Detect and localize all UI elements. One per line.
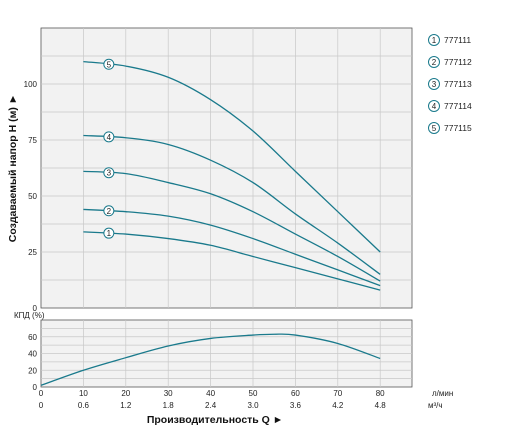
x-axis-title: Производительность Q ► [147,414,283,426]
efficiency-panel: 0 20 40 60 КПД (%) [14,311,413,392]
legend-label: 777114 [444,101,472,111]
x-tick-label-lpm: 40 [206,389,215,398]
legend-marker-number: 1 [432,36,437,45]
x-ticks-m3h: 0 0.6 1.2 1.8 2.4 3.0 3.6 4.2 4.8 [39,401,387,410]
efficiency-y-tick-label: 20 [28,366,37,375]
curve-marker-circle [103,131,115,143]
efficiency-y-ticks: 0 20 40 60 [28,333,37,392]
head-y-axis-title: Создаваемый напор H (м) ► [7,94,19,242]
head-curve-1 [83,231,381,291]
legend-marker-circle [428,34,440,46]
legend-label: 777112 [444,57,472,67]
legend-label: 777115 [444,123,472,133]
curve-marker-number: 1 [107,229,112,238]
curve-marker-circle [103,205,115,217]
x-tick-label-m3h: 0 [39,401,44,410]
head-y-tick-label: 75 [28,136,37,145]
x-tick-label-m3h: 2.4 [205,401,217,410]
x-ticks-lpm: 0 10 20 30 40 50 60 70 80 [39,389,385,398]
legend-marker-circle [428,78,440,90]
x-tick-label-lpm: 80 [376,389,385,398]
curve-marker-circle [103,227,115,239]
x-tick-label-lpm: 0 [39,389,44,398]
x-tick-label-m3h: 1.8 [163,401,175,410]
curve-marker-circle [103,167,115,179]
efficiency-y-tick-label: 0 [33,383,38,392]
legend-marker-number: 4 [432,102,437,111]
legend: 1 777111 2 777112 3 777113 4 777114 5 777115 [428,34,472,134]
legend-marker-circle [428,56,440,68]
legend-marker-circle [428,100,440,112]
x-tick-label-lpm: 20 [121,389,130,398]
curve-marker-number: 2 [107,207,112,216]
curve-marker-number: 3 [107,169,112,178]
efficiency-y-tick-label: 40 [28,350,37,359]
x-tick-label-lpm: 30 [164,389,173,398]
x-tick-label-lpm: 50 [249,389,258,398]
legend-marker-number: 3 [432,80,437,89]
head-y-ticks: 0 25 50 75 100 [24,80,38,313]
curve-marker-circle [103,58,115,70]
x-tick-label-lpm: 60 [291,389,300,398]
head-curve-2 [83,208,381,287]
curve-marker-number: 5 [107,60,112,69]
head-panel: 0 25 50 75 100 1 2 3 4 5 Создаваемый напор H (м)… [7,27,413,313]
x-tick-label-m3h: 3.0 [247,401,259,410]
legend-marker-number: 2 [432,58,437,67]
head-curves [83,60,381,291]
x-tick-label-m3h: 3.6 [290,401,302,410]
x-tick-label-m3h: 0.6 [78,401,90,410]
x-tick-label-m3h: 4.2 [332,401,344,410]
legend-marker-number: 5 [432,124,437,133]
curve-marker-number: 4 [107,133,112,142]
efficiency-curve [40,333,381,386]
x-tick-label-lpm: 70 [333,389,342,398]
legend-label: 777113 [444,79,472,89]
x-unit-lpm: л/мин [432,389,453,398]
x-tick-label-lpm: 10 [79,389,88,398]
legend-label: 777111 [444,35,471,45]
legend-marker-circle [428,122,440,134]
head-grid [41,28,412,308]
head-y-tick-label: 0 [33,304,38,313]
head-curve-3 [83,170,381,282]
x-tick-label-m3h: 4.8 [375,401,387,410]
head-y-tick-label: 25 [28,248,37,257]
efficiency-y-tick-label: 60 [28,333,37,342]
x-unit-m3h: м³/ч [428,401,443,410]
head-curve-5 [83,60,381,253]
head-y-tick-label: 100 [24,80,38,89]
efficiency-curve-line [40,333,381,386]
head-y-tick-label: 50 [28,192,37,201]
x-tick-label-m3h: 1.2 [120,401,132,410]
head-curve-markers: 1 2 3 4 5 [103,58,115,239]
efficiency-y-axis-title: КПД (%) [14,311,45,320]
head-curve-4 [83,134,381,275]
